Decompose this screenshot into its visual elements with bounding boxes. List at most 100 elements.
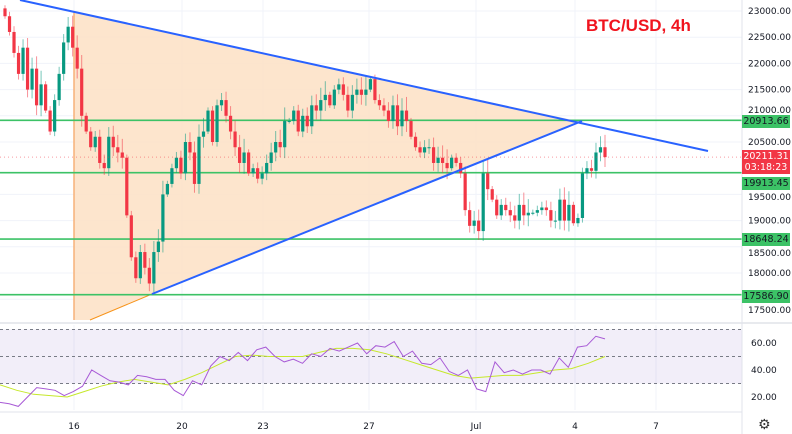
candle-body bbox=[287, 121, 291, 123]
candle-body bbox=[499, 204, 503, 216]
candle-body bbox=[111, 136, 115, 148]
candles bbox=[3, 5, 607, 293]
candle-body bbox=[535, 210, 539, 213]
candle-body bbox=[188, 142, 192, 153]
candle-body bbox=[183, 142, 188, 174]
candle-body bbox=[310, 105, 314, 127]
candle-body bbox=[34, 68, 39, 106]
candle-body bbox=[125, 157, 129, 216]
candle-body bbox=[337, 84, 341, 90]
candle-body bbox=[30, 68, 34, 90]
current-price-value: 20211.31 bbox=[743, 151, 789, 162]
candle-body bbox=[341, 84, 345, 95]
candle-body bbox=[472, 220, 476, 226]
candle-body bbox=[219, 100, 224, 106]
time-tick-label: Jul bbox=[470, 422, 482, 432]
candle-body bbox=[314, 105, 318, 111]
candle-body bbox=[147, 267, 151, 284]
rsi-line bbox=[0, 335, 606, 407]
time-tick-label: 20 bbox=[176, 422, 188, 432]
candle-body bbox=[368, 79, 373, 90]
candle-body bbox=[296, 110, 300, 132]
candle-body bbox=[603, 147, 607, 158]
candle-body bbox=[161, 194, 165, 242]
candle-body bbox=[224, 100, 228, 116]
candle-body bbox=[508, 210, 512, 216]
candle-body bbox=[256, 168, 260, 179]
candle-body bbox=[450, 157, 454, 169]
candle-body bbox=[490, 189, 494, 200]
candle-body bbox=[364, 89, 368, 95]
candle-body bbox=[571, 204, 576, 224]
rsi-ma-line bbox=[0, 347, 606, 398]
candle-body bbox=[138, 252, 142, 279]
candle-body bbox=[107, 136, 111, 169]
candle-body bbox=[165, 183, 170, 195]
candle-body bbox=[192, 152, 197, 184]
candle-body bbox=[274, 142, 278, 153]
time-tick-label: 27 bbox=[363, 422, 374, 432]
candle-body bbox=[504, 204, 508, 211]
level-tag: 19913.45 bbox=[742, 177, 790, 190]
candle-body bbox=[522, 204, 526, 216]
candle-body bbox=[332, 89, 336, 106]
triangle-pattern bbox=[74, 12, 582, 320]
candle-body bbox=[62, 42, 66, 74]
rsi-tick-label: 60.00 bbox=[751, 339, 777, 349]
candle-body bbox=[12, 31, 16, 53]
candle-body bbox=[53, 100, 57, 132]
candle-body bbox=[513, 215, 517, 221]
candle-body bbox=[355, 89, 359, 95]
price-tick-label: 22000.00 bbox=[748, 59, 791, 69]
candle-body bbox=[395, 105, 400, 127]
candle-body bbox=[174, 157, 179, 169]
candle-body bbox=[3, 8, 7, 17]
candle-body bbox=[228, 115, 233, 132]
candle-body bbox=[120, 152, 124, 158]
candle-body bbox=[328, 94, 332, 106]
candle-body bbox=[305, 115, 309, 127]
candle-body bbox=[382, 105, 386, 111]
current-price-tag: 20211.31 03:18:23 bbox=[742, 150, 790, 174]
candle-body bbox=[517, 204, 521, 221]
candle-body bbox=[486, 173, 490, 190]
candle-body bbox=[549, 210, 553, 221]
candle-body bbox=[404, 110, 409, 122]
candle-body bbox=[143, 252, 147, 268]
upper-trendline bbox=[19, 0, 709, 152]
candle-body bbox=[89, 131, 93, 148]
settings-gear-icon[interactable]: ⚙ bbox=[758, 417, 771, 433]
triangle-edge bbox=[89, 293, 153, 321]
candle-body bbox=[567, 204, 571, 221]
time-tick-label: 16 bbox=[68, 422, 80, 432]
candle-body bbox=[93, 136, 97, 148]
candle-body bbox=[292, 110, 296, 122]
candle-body bbox=[39, 84, 43, 106]
candle-body bbox=[179, 157, 183, 174]
candle-body bbox=[422, 147, 427, 153]
candle-body bbox=[540, 207, 544, 211]
candle-body bbox=[260, 173, 264, 179]
candle-body bbox=[206, 110, 210, 132]
candle-body bbox=[463, 173, 467, 211]
candle-body bbox=[44, 84, 48, 111]
price-tick-label: 19500.00 bbox=[748, 193, 791, 203]
candle-body bbox=[346, 94, 350, 111]
overlay bbox=[0, 0, 742, 295]
candle-body bbox=[589, 168, 594, 171]
candle-body bbox=[98, 136, 102, 163]
candle-body bbox=[48, 110, 52, 132]
candle-body bbox=[391, 105, 395, 122]
candle-body bbox=[7, 16, 12, 32]
candle-body bbox=[413, 136, 418, 148]
level-tag: 18648.24 bbox=[742, 233, 790, 246]
candle-body bbox=[562, 199, 566, 221]
candle-body bbox=[373, 79, 377, 101]
candle-body bbox=[25, 47, 30, 90]
candle-body bbox=[585, 168, 589, 174]
countdown: 03:18:23 bbox=[744, 162, 788, 173]
candle-body bbox=[459, 162, 463, 174]
candle-body bbox=[400, 110, 404, 127]
